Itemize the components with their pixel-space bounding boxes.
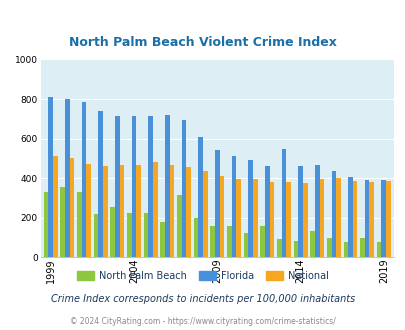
Bar <box>186 167 190 257</box>
Bar <box>127 213 131 257</box>
Bar <box>110 207 115 257</box>
Bar <box>264 166 269 257</box>
Bar <box>385 181 390 257</box>
Bar <box>314 165 319 257</box>
Bar <box>352 181 357 257</box>
Bar <box>231 156 236 257</box>
Bar <box>226 226 231 257</box>
Bar <box>364 180 369 257</box>
Bar <box>381 180 385 257</box>
Bar <box>177 195 181 257</box>
Bar <box>193 218 198 257</box>
Bar <box>309 231 314 257</box>
Bar <box>243 233 247 257</box>
Text: © 2024 CityRating.com - https://www.cityrating.com/crime-statistics/: © 2024 CityRating.com - https://www.city… <box>70 317 335 326</box>
Bar <box>169 165 174 257</box>
Bar <box>102 166 107 257</box>
Bar <box>202 171 207 257</box>
Bar <box>53 156 58 257</box>
Bar <box>153 162 157 257</box>
Bar <box>326 238 331 257</box>
Bar <box>98 111 102 257</box>
Bar <box>69 158 74 257</box>
Bar <box>210 226 214 257</box>
Bar <box>60 187 65 257</box>
Bar <box>131 116 136 257</box>
Bar <box>260 226 264 257</box>
Bar <box>281 149 286 257</box>
Bar <box>148 116 153 257</box>
Bar <box>136 165 141 257</box>
Text: North Palm Beach Violent Crime Index: North Palm Beach Violent Crime Index <box>69 37 336 50</box>
Bar <box>331 171 335 257</box>
Bar <box>77 192 81 257</box>
Bar <box>343 242 347 257</box>
Bar <box>65 99 69 257</box>
Bar <box>219 176 224 257</box>
Bar <box>247 160 252 257</box>
Bar <box>369 182 373 257</box>
Bar <box>214 150 219 257</box>
Bar <box>359 238 364 257</box>
Bar <box>236 179 240 257</box>
Bar <box>297 166 302 257</box>
Text: Crime Index corresponds to incidents per 100,000 inhabitants: Crime Index corresponds to incidents per… <box>51 294 354 304</box>
Bar <box>376 242 381 257</box>
Bar <box>119 165 124 257</box>
Bar <box>293 241 297 257</box>
Bar <box>302 183 307 257</box>
Bar <box>81 102 86 257</box>
Bar <box>252 179 257 257</box>
Bar <box>335 178 340 257</box>
Bar <box>319 179 323 257</box>
Bar <box>48 97 53 257</box>
Bar <box>269 182 273 257</box>
Bar <box>164 115 169 257</box>
Bar <box>160 222 164 257</box>
Bar <box>115 116 119 257</box>
Bar <box>86 164 91 257</box>
Bar <box>143 213 148 257</box>
Bar <box>276 239 281 257</box>
Bar <box>198 137 202 257</box>
Bar <box>181 120 186 257</box>
Bar <box>43 192 48 257</box>
Bar <box>347 177 352 257</box>
Bar <box>286 182 290 257</box>
Bar <box>93 214 98 257</box>
Legend: North Palm Beach, Florida, National: North Palm Beach, Florida, National <box>73 267 332 285</box>
